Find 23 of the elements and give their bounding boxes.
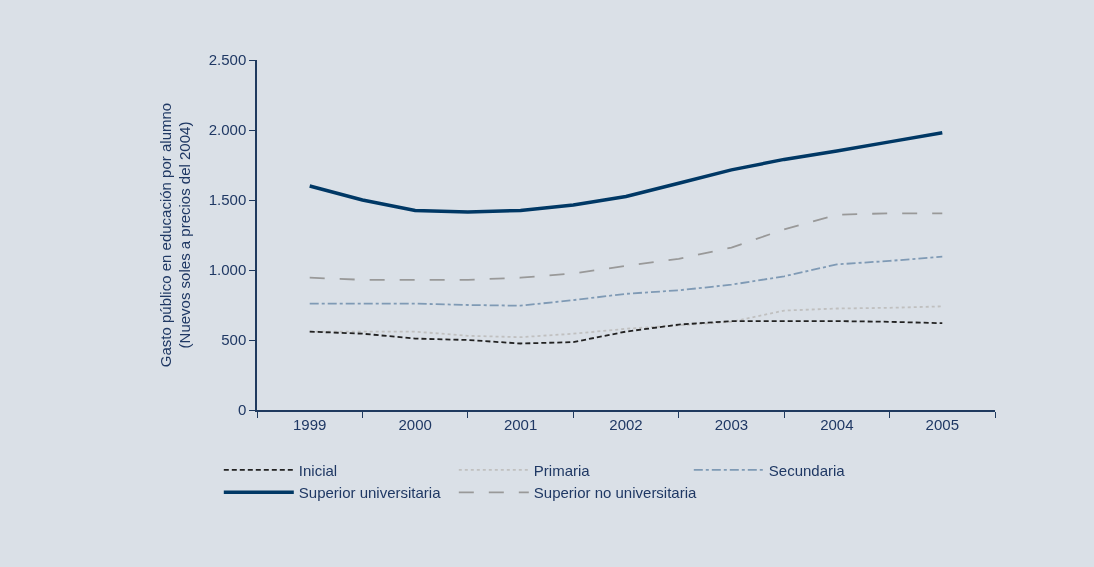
line-series bbox=[307, 131, 945, 214]
legend-label: Inicial bbox=[298, 461, 338, 479]
y-tick-label: 500 bbox=[221, 331, 247, 349]
line-series bbox=[308, 212, 944, 281]
y-tick-label: 1.000 bbox=[208, 261, 247, 279]
line-series bbox=[308, 320, 944, 345]
y-tick-label: 2.500 bbox=[208, 51, 247, 69]
y-tick-label: 0 bbox=[237, 401, 247, 419]
y-axis-title: Gasto público en educación por alumno (Nuevos soles a precios del 2004) bbox=[156, 102, 194, 368]
x-tick-label: 2000 bbox=[398, 415, 432, 433]
y-tick-label: 2.000 bbox=[208, 121, 247, 139]
x-tick-label: 2005 bbox=[925, 415, 959, 433]
legend-label: Superior no universitaria bbox=[533, 484, 698, 502]
legend-label: Superior universitaria bbox=[298, 484, 442, 502]
y-tick-label: 1.500 bbox=[208, 191, 247, 209]
x-tick-label: 2002 bbox=[609, 415, 643, 433]
x-tick-label: 1999 bbox=[293, 415, 327, 433]
legend-label: Primaria bbox=[533, 461, 591, 479]
x-tick-label: 2001 bbox=[503, 415, 538, 433]
line-series bbox=[308, 255, 944, 307]
x-tick-label: 2004 bbox=[820, 415, 854, 433]
x-tick-label: 2003 bbox=[714, 415, 749, 433]
legend-label: Secundaria bbox=[768, 461, 846, 479]
